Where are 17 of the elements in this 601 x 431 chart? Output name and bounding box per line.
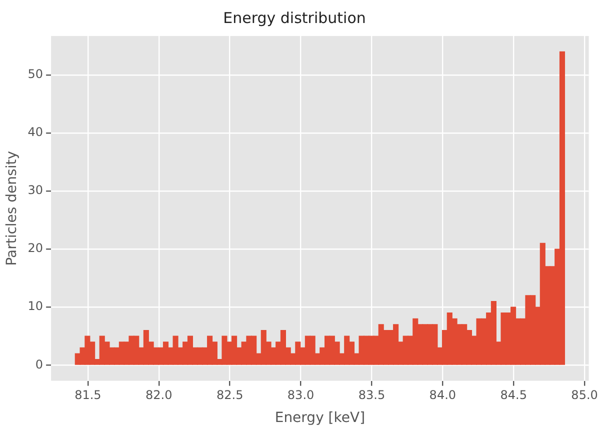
x-tick-label: 81.5	[74, 388, 102, 402]
y-tick-label: 10	[28, 299, 44, 314]
x-axis-title: Energy [keV]	[274, 410, 366, 426]
y-tick-label: 50	[28, 67, 44, 82]
x-tick-label: 83.5	[358, 388, 386, 402]
y-tick-label: 0	[35, 357, 44, 372]
y-axis-title: Particles density	[4, 150, 20, 266]
x-tick-label: 84.0	[429, 388, 456, 402]
x-tick-label: 82.0	[146, 388, 172, 402]
x-tick-label: 85.0	[571, 388, 598, 402]
x-tick-label: 83.0	[287, 388, 314, 402]
x-tick-label: 84.5	[500, 388, 527, 402]
y-tick-label: 20	[28, 241, 44, 256]
x-tick-label: 82.5	[216, 388, 244, 402]
y-tick-label: 30	[28, 183, 44, 198]
chart-title: Energy distribution	[223, 8, 366, 27]
y-tick-label: 40	[28, 125, 44, 140]
